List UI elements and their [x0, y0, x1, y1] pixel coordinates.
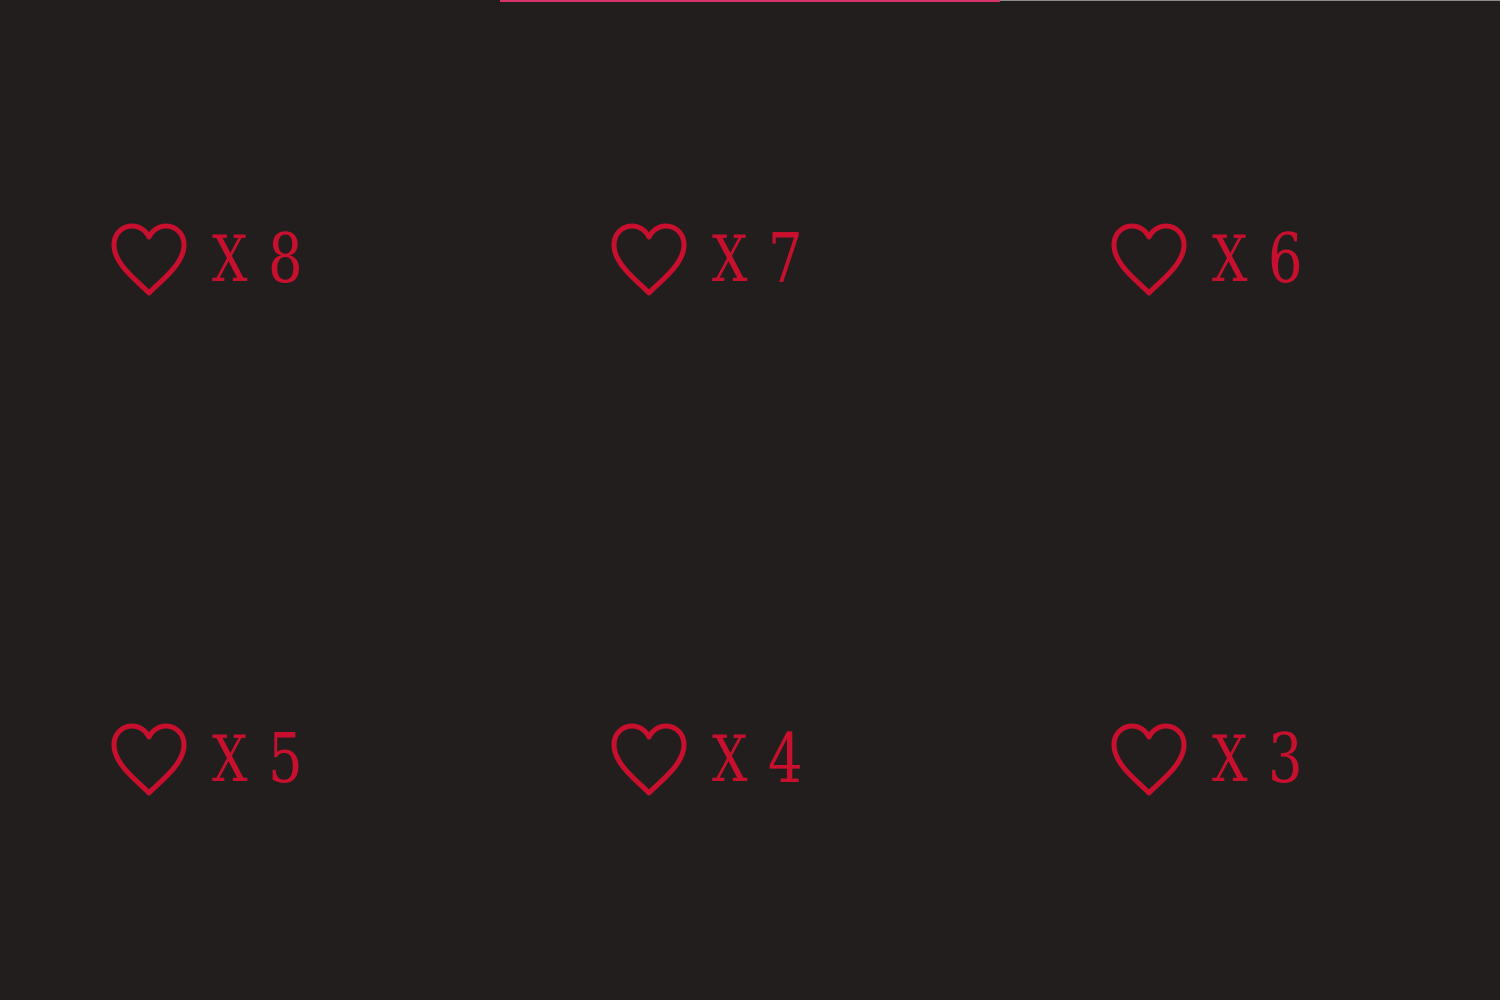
lives-indicator: X 7	[610, 222, 811, 298]
lives-card: X 6	[1000, 0, 1500, 500]
heart-outline-icon	[1110, 723, 1188, 797]
heart-outline-icon	[110, 723, 188, 797]
lives-card: X 4	[500, 500, 1000, 1000]
multiplier-sign: X	[712, 723, 750, 797]
heart-outline-icon	[610, 723, 688, 797]
lives-indicator: X 3	[1110, 722, 1311, 798]
lives-card: X 7	[500, 0, 1000, 500]
multiplier-sign: X	[1212, 723, 1250, 797]
lives-count: 3	[1267, 720, 1303, 799]
lives-count: 6	[1267, 220, 1303, 299]
lives-card: X 5	[0, 500, 500, 1000]
lives-card: X 8	[0, 0, 500, 500]
multiplier-sign: X	[212, 723, 250, 797]
multiplier-sign: X	[212, 223, 250, 297]
heart-outline-icon	[610, 223, 688, 297]
heart-outline-icon	[110, 223, 188, 297]
lives-count: 7	[767, 220, 803, 299]
lives-indicator: X 4	[610, 722, 811, 798]
lives-card: X 3	[1000, 500, 1500, 1000]
lives-count: 8	[267, 220, 303, 299]
multiplier-sign: X	[1212, 223, 1250, 297]
lives-indicator: X 8	[110, 222, 311, 298]
top-divider-line	[1000, 0, 1500, 1]
top-accent-line	[500, 0, 1000, 2]
heart-outline-icon	[1110, 223, 1188, 297]
lives-indicator: X 5	[110, 722, 311, 798]
lives-indicator: X 6	[1110, 222, 1311, 298]
lives-count: 4	[767, 720, 803, 799]
multiplier-sign: X	[712, 223, 750, 297]
lives-count: 5	[267, 720, 303, 799]
